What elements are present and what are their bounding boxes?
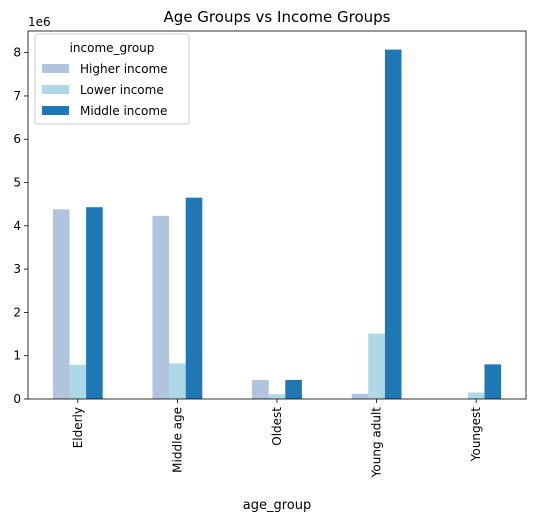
bar-middle-income-0 [86, 207, 103, 399]
bar-lower-income-0 [69, 364, 87, 399]
bar-lower-income-3 [368, 333, 385, 399]
legend-box [34, 33, 190, 125]
bar-middle-income-4 [484, 364, 502, 399]
legend-swatch-higher-income [42, 64, 69, 73]
bar-higher-income-3 [351, 393, 369, 399]
y-axis-offset-label: 1e6 [28, 15, 51, 29]
x-tick-label: Middle age [170, 407, 184, 473]
x-tick-label: Oldest [270, 407, 284, 446]
bar-lower-income-4 [467, 392, 485, 399]
bar-middle-income-3 [384, 49, 402, 400]
plot-area: 0 1 2 3 4 5 6 7 8 Elderly Middle age Oldest Young ad… [13, 30, 527, 479]
legend-label: Lower income [80, 83, 164, 97]
legend-title: income_group [70, 41, 155, 55]
y-tick-label: 4 [13, 219, 21, 233]
bar-lower-income-2 [268, 394, 286, 399]
y-tick-label: 2 [13, 305, 21, 319]
y-tick-label: 7 [13, 89, 21, 103]
bar-lower-income-1 [169, 363, 186, 399]
x-axis-label: age_group [243, 498, 311, 513]
x-tick-label: Elderly [71, 407, 85, 448]
chart-title: Age Groups vs Income Groups [164, 8, 391, 26]
legend-swatch-lower-income [42, 85, 69, 94]
bar-higher-income-2 [252, 379, 269, 399]
legend-label: Higher income [80, 62, 168, 76]
bar-higher-income-1 [152, 215, 170, 399]
bar-higher-income-0 [52, 209, 70, 399]
legend-label: Middle income [80, 104, 167, 118]
bar-middle-income-2 [285, 379, 302, 399]
y-tick-label: 1 [13, 349, 21, 363]
x-tick-label: Young adult [370, 407, 384, 479]
x-tick-label: Youngest [469, 407, 483, 463]
bar-middle-income-1 [185, 197, 203, 399]
y-tick-label: 8 [13, 46, 21, 60]
y-tick-label: 6 [13, 132, 21, 146]
y-tick-label: 5 [13, 176, 21, 190]
legend-swatch-middle-income [42, 106, 69, 115]
y-tick-label: 0 [13, 392, 21, 406]
y-tick-label: 3 [13, 262, 21, 276]
